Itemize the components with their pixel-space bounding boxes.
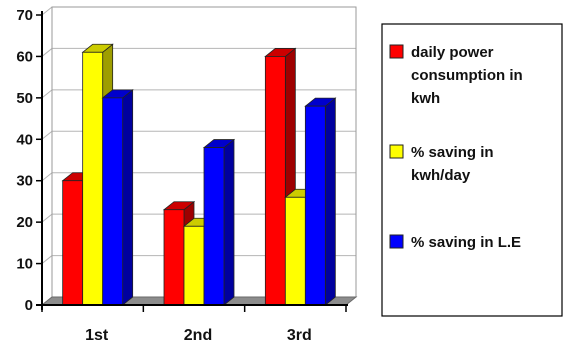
gridline-side xyxy=(41,6,53,16)
legend-label: % saving in xyxy=(411,144,494,161)
y-tick-label: 0 xyxy=(25,297,33,314)
legend-item: % saving in L.E xyxy=(389,234,521,251)
legend: daily power consumption in kwh % saving in k… xyxy=(381,23,563,317)
x-tick-label: 3rd xyxy=(287,327,312,344)
legend-swatch xyxy=(389,144,404,159)
y-tick-label: 60 xyxy=(16,48,33,65)
bar-side xyxy=(324,97,336,306)
bar-2nd-3 xyxy=(202,138,236,306)
bar-front xyxy=(163,209,185,306)
y-tick-label: 20 xyxy=(16,214,33,231)
y-tick-label: 10 xyxy=(16,256,33,273)
bar-front xyxy=(62,180,84,306)
legend-swatch xyxy=(389,44,404,59)
bar-front xyxy=(264,56,286,306)
bar-3rd-3 xyxy=(304,97,337,306)
legend-item: % saving in kwh/day xyxy=(389,144,494,184)
legend-label: kwh/day xyxy=(411,167,471,184)
gridline-side xyxy=(41,89,53,99)
plot-area: 1st 2nd 3rd 0 10 20 30 40 50 60 70 xyxy=(16,6,358,344)
gridline-side xyxy=(41,255,53,264)
bar-1st-3 xyxy=(101,89,134,306)
legend-box xyxy=(381,23,563,317)
bar-front xyxy=(284,196,306,306)
legend-swatch xyxy=(389,234,404,249)
legend-item: daily power consumption in kwh xyxy=(389,44,523,107)
gridline-side xyxy=(41,172,53,182)
y-tick-label: 30 xyxy=(16,173,33,190)
gridline-side xyxy=(41,130,53,140)
y-tick-label: 70 xyxy=(16,7,33,24)
legend-label: % saving in L.E xyxy=(411,234,521,251)
x-tick-label: 1st xyxy=(85,327,109,344)
bar-front xyxy=(102,97,124,306)
bar-side xyxy=(122,89,134,306)
gridline-side xyxy=(41,48,53,57)
legend-label: daily power xyxy=(411,44,494,61)
bar-front xyxy=(82,51,104,306)
bar-front xyxy=(304,105,326,306)
y-tick-label: 40 xyxy=(16,131,33,148)
legend-label: consumption in xyxy=(411,67,523,84)
x-tick-label: 2nd xyxy=(184,327,212,344)
bar-side xyxy=(223,138,235,306)
legend-label: kwh xyxy=(411,90,440,107)
bar-front xyxy=(203,147,225,306)
gridline-side xyxy=(41,213,53,223)
y-tick-label: 50 xyxy=(16,90,33,107)
bar-front xyxy=(183,225,205,306)
